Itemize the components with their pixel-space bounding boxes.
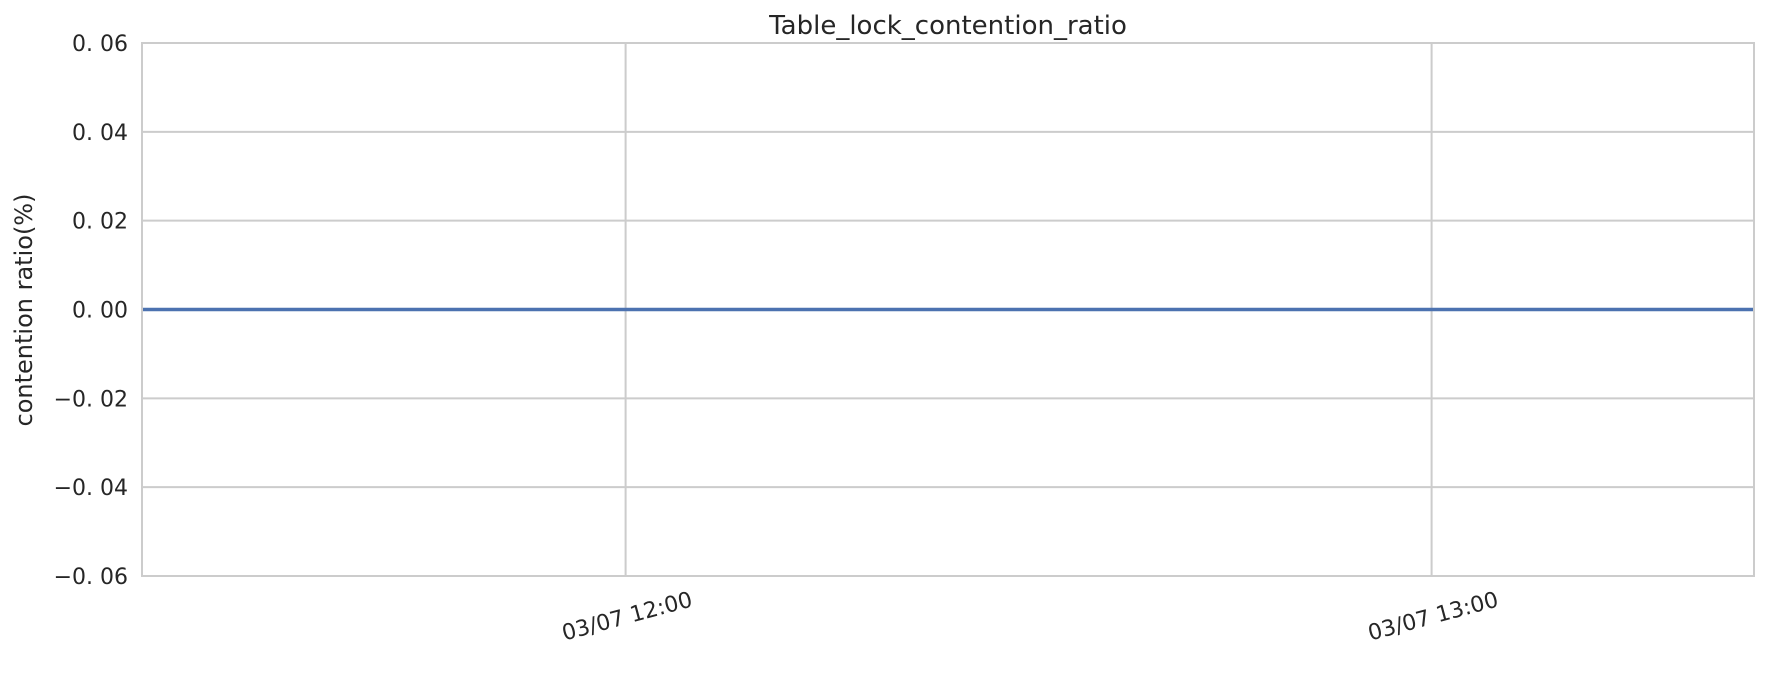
plot-frame [141, 42, 1755, 577]
x-axis-ticks: 03/07 12:00 03/07 13:00 [559, 588, 1501, 647]
y-axis-label: contention ratio(%) [10, 194, 38, 427]
x-tick-label: 03/07 12:00 [559, 588, 695, 647]
chart-title: Table_lock_contention_ratio [768, 11, 1127, 41]
y-tick-label: 0. 00 [72, 299, 128, 324]
y-tick-label: −0. 02 [54, 387, 128, 412]
y-tick-label: 0. 04 [72, 121, 128, 146]
y-axis-ticks: −0. 06 −0. 04 −0. 02 0. 00 0. 02 0. 04 0. 06 [54, 32, 128, 590]
y-tick-label: 0. 06 [72, 32, 128, 57]
y-tick-label: 0. 02 [72, 210, 128, 235]
y-tick-label: −0. 04 [54, 476, 128, 501]
x-tick-label: 03/07 13:00 [1365, 588, 1501, 647]
y-tick-label: −0. 06 [54, 565, 128, 590]
